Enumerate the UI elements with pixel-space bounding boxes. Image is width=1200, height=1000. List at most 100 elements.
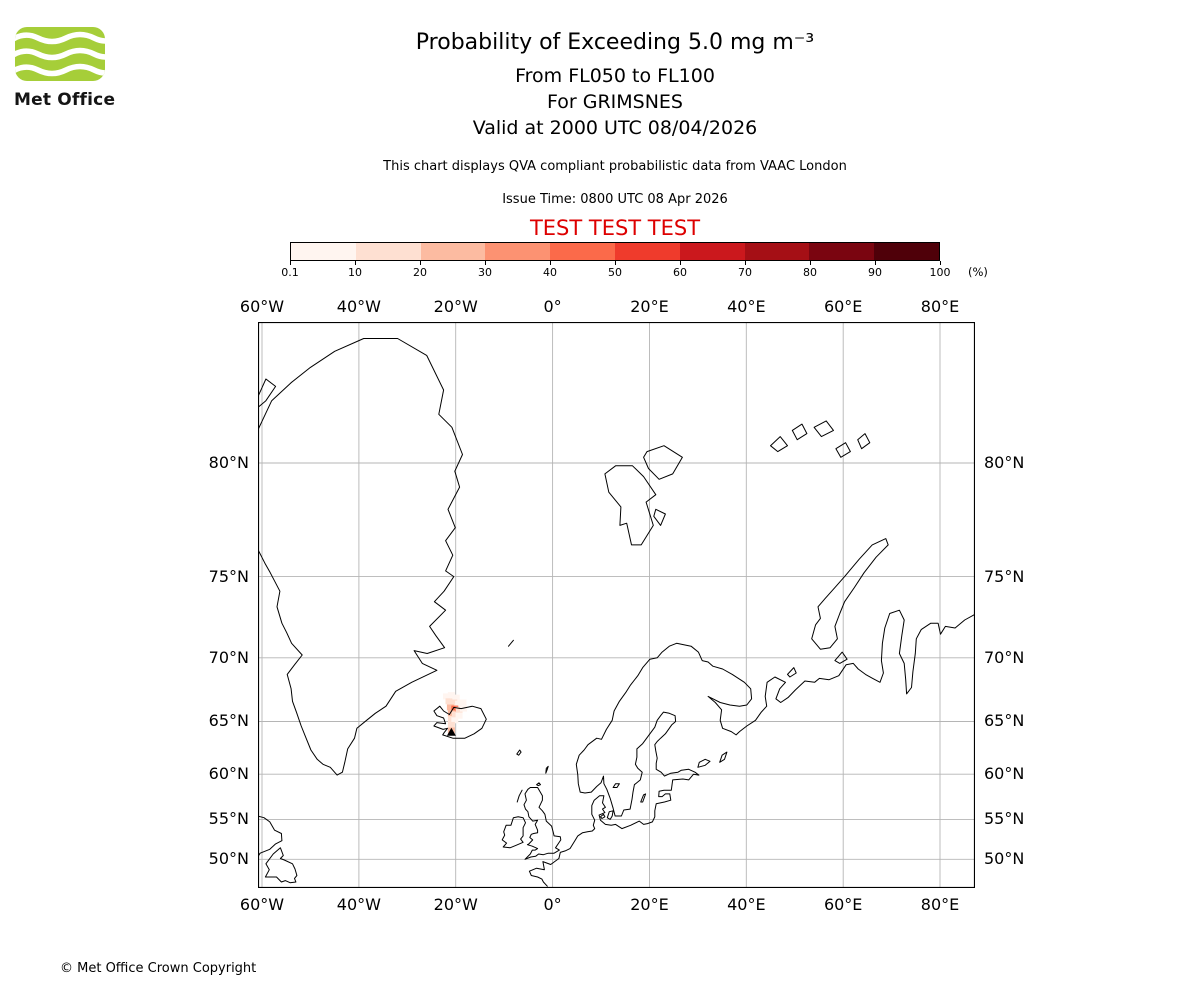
ash-probability-cell xyxy=(455,706,463,713)
colorbar-tick xyxy=(354,261,356,265)
colorbar-tick xyxy=(939,261,941,265)
coastline xyxy=(835,442,851,458)
coastline xyxy=(770,436,788,453)
colorbar-tick-label: 100 xyxy=(929,266,951,279)
coastline xyxy=(612,783,620,788)
longitude-label-bottom: 20°W xyxy=(433,895,478,914)
ash-probability-cell xyxy=(455,700,463,707)
ash-probability-cell xyxy=(445,698,453,705)
colorbar-segment xyxy=(679,243,745,260)
colorbar-segment xyxy=(744,243,810,260)
coastline xyxy=(508,639,514,647)
probability-colorbar: 0.1 10 20 30 40 50 60 70 80 90 100 (%) xyxy=(281,242,988,279)
issue-time: Issue Time: 0800 UTC 08 Apr 2026 xyxy=(502,192,728,207)
colorbar-segment xyxy=(420,243,486,260)
colorbar-segment xyxy=(874,243,939,260)
flight-level-subtitle: From FL050 to FL100 xyxy=(515,65,715,87)
colorbar-tick xyxy=(484,261,486,265)
coastline xyxy=(640,793,647,803)
ash-probability-cell xyxy=(451,711,459,718)
colorbar-tick-label: 90 xyxy=(868,266,882,279)
colorbar-segment xyxy=(355,243,421,260)
met-office-wordmark: Met Office xyxy=(14,90,116,110)
latitude-label-left: 60°N xyxy=(208,764,249,784)
colorbar-tick-label: 80 xyxy=(803,266,817,279)
ash-probability-cell xyxy=(446,704,454,711)
ash-probability-cell xyxy=(451,705,459,712)
latitude-label-right: 80°N xyxy=(984,452,1025,472)
colorbar-tick-label: 20 xyxy=(413,266,427,279)
colorbar-tick-label: 70 xyxy=(738,266,752,279)
colorbar-unit-label: (%) xyxy=(968,265,988,279)
coastline xyxy=(719,751,728,763)
coastline xyxy=(834,651,848,664)
coastline xyxy=(643,445,683,480)
latitude-label-right: 60°N xyxy=(984,764,1025,784)
valid-time-subtitle: Valid at 2000 UTC 08/04/2026 xyxy=(472,117,758,139)
coastline xyxy=(501,816,526,849)
coastline xyxy=(813,420,834,438)
colorbar-tick-label: 30 xyxy=(478,266,492,279)
colorbar-tick xyxy=(419,261,421,265)
longitude-label-top: 40°W xyxy=(336,297,381,316)
colorbar-tick xyxy=(874,261,876,265)
colorbar-tick-label: 50 xyxy=(608,266,622,279)
latitude-label-right: 55°N xyxy=(984,809,1025,829)
coastline xyxy=(791,423,808,441)
latitude-label-left: 50°N xyxy=(208,849,249,869)
ash-probability-cell xyxy=(460,705,467,712)
coastline xyxy=(536,782,541,787)
longitude-label-top: 0° xyxy=(543,297,562,316)
ash-probability-cell xyxy=(459,699,467,706)
colorbar-segment xyxy=(291,243,356,260)
ash-probability-cell xyxy=(455,712,463,719)
coastline xyxy=(523,787,562,860)
coastline xyxy=(600,813,606,819)
longitude-label-top: 20°W xyxy=(433,297,478,316)
colorbar-segment xyxy=(485,243,551,260)
ash-probability-cell xyxy=(447,710,455,717)
colorbar-tick-label: 40 xyxy=(543,266,557,279)
ash-probability-cell xyxy=(452,694,460,701)
qva-compliance-note: This chart displays QVA compliant probab… xyxy=(383,159,847,174)
latitude-label-left: 65°N xyxy=(208,711,249,731)
coastline xyxy=(528,609,975,887)
longitude-label-bottom: 0° xyxy=(543,895,562,914)
latitude-label-left: 80°N xyxy=(208,452,249,472)
longitude-label-bottom: 60°W xyxy=(239,895,285,914)
coastline xyxy=(516,789,523,803)
longitude-label-bottom: 20°E xyxy=(630,895,669,914)
longitude-label-top: 40°E xyxy=(727,297,766,316)
latitude-label-left: 75°N xyxy=(208,566,249,586)
volcano-subtitle: For GRIMSNES xyxy=(547,91,683,113)
coastline xyxy=(857,433,871,450)
coastline xyxy=(258,815,283,858)
longitude-label-top: 80°E xyxy=(920,297,960,316)
longitude-label-top: 20°E xyxy=(630,297,669,316)
colorbar-tick xyxy=(809,261,811,265)
met-office-logo-symbol xyxy=(15,27,105,81)
colorbar-tick xyxy=(289,261,291,265)
ash-probability-cell xyxy=(443,693,450,700)
colorbar-segment xyxy=(614,243,680,260)
colorbar-tick-label: 60 xyxy=(673,266,687,279)
ash-probability-cell xyxy=(447,692,455,699)
latitude-label-right: 70°N xyxy=(984,647,1025,667)
coastline xyxy=(258,378,277,408)
colorbar-tick-label: 10 xyxy=(348,266,362,279)
colorbar-segment xyxy=(550,243,615,260)
coastline xyxy=(787,667,797,678)
colorbar-gradient xyxy=(290,242,940,261)
longitude-label-bottom: 60°E xyxy=(823,895,863,914)
latitude-label-right: 75°N xyxy=(984,566,1025,586)
longitude-label-bottom: 80°E xyxy=(920,895,960,914)
test-banner: TEST TEST TEST xyxy=(529,216,701,240)
latitude-label-left: 55°N xyxy=(208,809,249,829)
page-title: Probability of Exceeding 5.0 mg m⁻³ xyxy=(415,30,815,55)
latitude-label-right: 50°N xyxy=(984,849,1025,869)
coastline xyxy=(264,847,298,884)
colorbar-tick xyxy=(744,261,746,265)
longitude-label-top: 60°W xyxy=(239,297,285,316)
coastline xyxy=(258,338,463,776)
